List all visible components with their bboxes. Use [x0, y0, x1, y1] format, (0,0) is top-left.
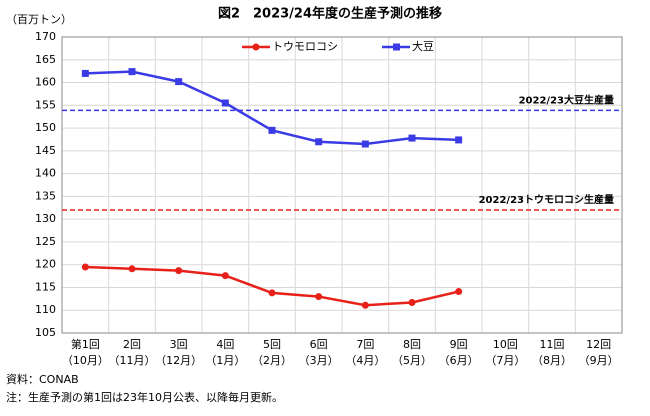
point [221, 272, 229, 280]
point [408, 134, 416, 142]
x-tick-label: 8回 [403, 338, 421, 351]
point [361, 140, 369, 148]
y-tick-label: 130 [35, 212, 56, 225]
y-tick-label: 155 [35, 98, 56, 111]
x-tick-label: （8月） [532, 354, 572, 367]
x-tick-label: 7回 [356, 338, 374, 351]
x-tick-label: （1月） [205, 354, 245, 367]
legend-marker [393, 43, 400, 51]
x-tick-label: 第1回 [71, 337, 100, 351]
reference-label: 2022/23大豆生産量 [519, 93, 614, 106]
point [268, 126, 276, 134]
x-tick-label: 5回 [263, 338, 281, 351]
x-tick-label: （4月） [345, 354, 385, 367]
y-tick-label: 165 [35, 53, 56, 66]
point [128, 68, 136, 76]
x-tick-label: （9月） [579, 354, 619, 367]
point [175, 78, 183, 86]
x-tick-label: （2月） [252, 354, 292, 367]
y-tick-label: 105 [35, 326, 56, 339]
point [315, 293, 323, 301]
point [81, 263, 89, 271]
x-tick-label: 9回 [450, 338, 468, 351]
source: 資料：CONAB [6, 372, 79, 386]
point [455, 288, 463, 296]
x-tick-label: （10月） [62, 354, 109, 367]
y-tick-label: 115 [35, 280, 56, 293]
x-tick-label: （3月） [299, 354, 339, 367]
x-tick-label: 2回 [123, 338, 141, 351]
x-tick-label: （12月） [155, 354, 202, 367]
plot-border [61, 36, 623, 334]
y-tick-label: 120 [35, 258, 56, 271]
note: 注：生産予測の第1回は23年10月公表、以降毎月更新。 [6, 390, 283, 404]
point [361, 301, 369, 309]
y-tick-label: 170 [35, 30, 56, 43]
chart-title: 図2 2023/24年度の生産予測の推移 [218, 6, 442, 22]
y-tick-label: 135 [35, 189, 56, 202]
x-tick-label: 4回 [216, 338, 234, 351]
legend-marker [252, 43, 260, 51]
x-tick-label: （7月） [485, 354, 525, 367]
point [221, 99, 229, 107]
legend-label: トウモロコシ [272, 40, 338, 53]
point [315, 138, 323, 146]
y-tick-label: 150 [35, 121, 56, 134]
y-tick-label: 125 [35, 235, 56, 248]
legend-label: 大豆 [412, 39, 434, 53]
x-tick-label: 10回 [493, 338, 518, 351]
y-tick-label: 140 [35, 167, 56, 180]
point [455, 136, 463, 144]
series-line [85, 265, 459, 307]
x-tick-label: （11月） [109, 354, 156, 367]
point [268, 289, 276, 297]
point [81, 69, 89, 77]
x-tick-label: （6月） [439, 354, 479, 367]
x-tick-label: （5月） [392, 354, 432, 367]
y-tick-label: 110 [35, 303, 56, 316]
x-tick-label: 12回 [586, 338, 611, 351]
y-tick-label: 145 [35, 144, 56, 157]
x-tick-label: 3回 [170, 338, 188, 351]
point [408, 298, 416, 306]
reference-label: 2022/23トウモロコシ生産量 [479, 193, 614, 206]
x-tick-label: 6回 [310, 338, 328, 351]
y-axis-label: （百万トン） [6, 13, 72, 26]
point [128, 265, 136, 273]
point [175, 267, 183, 275]
x-tick-label: 11回 [540, 338, 565, 351]
y-tick-label: 160 [35, 76, 56, 89]
